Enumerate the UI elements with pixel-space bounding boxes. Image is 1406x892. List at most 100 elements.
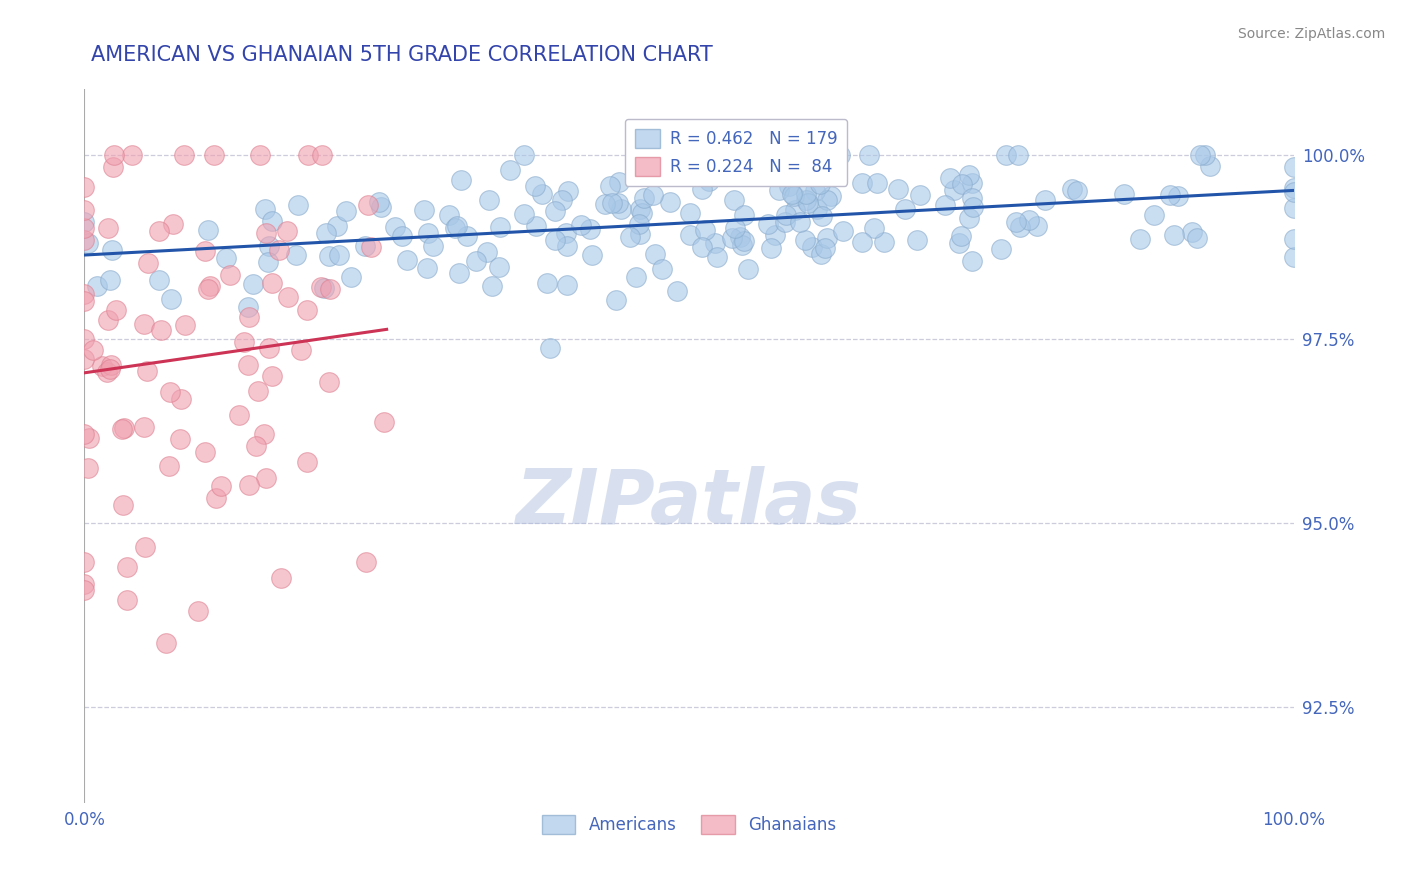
Point bbox=[605, 293, 627, 307]
Point bbox=[136, 364, 159, 378]
Point bbox=[447, 267, 470, 281]
Point bbox=[257, 342, 280, 356]
Point bbox=[733, 208, 755, 222]
Point bbox=[297, 455, 319, 469]
Point bbox=[97, 221, 120, 235]
Point bbox=[314, 281, 336, 295]
Point bbox=[600, 196, 623, 211]
Point bbox=[194, 244, 217, 258]
Point bbox=[962, 200, 984, 214]
Point bbox=[794, 234, 817, 248]
Point bbox=[450, 172, 472, 186]
Point bbox=[778, 179, 800, 194]
Point bbox=[90, 359, 112, 374]
Point bbox=[557, 184, 579, 198]
Point bbox=[806, 150, 828, 164]
Point bbox=[134, 419, 156, 434]
Point bbox=[157, 458, 180, 473]
Point bbox=[851, 176, 873, 190]
Point bbox=[439, 208, 461, 222]
Point bbox=[599, 179, 621, 194]
Point bbox=[77, 235, 100, 250]
Point bbox=[416, 226, 439, 240]
Point bbox=[481, 279, 503, 293]
Point bbox=[284, 248, 307, 262]
Point bbox=[328, 248, 350, 262]
Point bbox=[950, 178, 973, 192]
Point bbox=[949, 229, 972, 244]
Point bbox=[538, 341, 561, 355]
Point bbox=[810, 247, 832, 261]
Point bbox=[326, 219, 349, 233]
Point bbox=[254, 471, 277, 485]
Point bbox=[238, 359, 260, 373]
Point bbox=[489, 219, 512, 234]
Point bbox=[169, 432, 191, 446]
Point bbox=[811, 209, 834, 223]
Point bbox=[794, 193, 817, 207]
Point bbox=[197, 282, 219, 296]
Point bbox=[1185, 231, 1208, 245]
Point bbox=[706, 251, 728, 265]
Point bbox=[815, 194, 838, 208]
Point bbox=[444, 221, 467, 235]
Point bbox=[77, 431, 100, 445]
Point bbox=[513, 148, 536, 162]
Point bbox=[111, 421, 134, 435]
Point bbox=[934, 198, 956, 212]
Point bbox=[808, 178, 831, 192]
Point bbox=[340, 269, 363, 284]
Point bbox=[148, 224, 170, 238]
Point bbox=[277, 290, 299, 304]
Point bbox=[796, 186, 818, 201]
Point bbox=[1005, 215, 1028, 229]
Point bbox=[318, 282, 340, 296]
Point bbox=[1181, 225, 1204, 239]
Point bbox=[354, 555, 377, 569]
Point bbox=[97, 313, 120, 327]
Point bbox=[1066, 184, 1088, 198]
Point bbox=[721, 231, 744, 245]
Point bbox=[416, 261, 439, 276]
Point bbox=[866, 177, 889, 191]
Point bbox=[373, 415, 395, 429]
Point bbox=[257, 239, 280, 253]
Point bbox=[536, 276, 558, 290]
Point bbox=[858, 148, 880, 162]
Point bbox=[112, 421, 135, 435]
Point bbox=[368, 195, 391, 210]
Point bbox=[1159, 188, 1181, 202]
Point bbox=[804, 184, 827, 198]
Point bbox=[354, 239, 377, 253]
Point bbox=[488, 260, 510, 274]
Point bbox=[238, 300, 260, 314]
Point bbox=[1167, 189, 1189, 203]
Point bbox=[894, 202, 917, 216]
Point bbox=[98, 362, 121, 376]
Point bbox=[73, 582, 96, 597]
Point bbox=[270, 571, 292, 585]
Point bbox=[873, 235, 896, 249]
Point bbox=[335, 204, 357, 219]
Point bbox=[756, 148, 779, 162]
Point bbox=[276, 224, 298, 238]
Point bbox=[644, 246, 666, 260]
Point bbox=[73, 215, 96, 229]
Point bbox=[73, 234, 96, 248]
Point bbox=[311, 148, 333, 162]
Point bbox=[628, 202, 651, 216]
Point bbox=[555, 239, 578, 253]
Point bbox=[209, 478, 232, 492]
Point bbox=[1007, 148, 1029, 162]
Point bbox=[98, 273, 121, 287]
Point bbox=[783, 188, 806, 202]
Point bbox=[1035, 193, 1057, 207]
Point bbox=[174, 318, 197, 333]
Point bbox=[1282, 186, 1305, 200]
Point bbox=[641, 187, 664, 202]
Point bbox=[73, 555, 96, 569]
Point bbox=[357, 198, 380, 212]
Point bbox=[1018, 213, 1040, 227]
Point bbox=[315, 226, 337, 240]
Point bbox=[218, 268, 240, 283]
